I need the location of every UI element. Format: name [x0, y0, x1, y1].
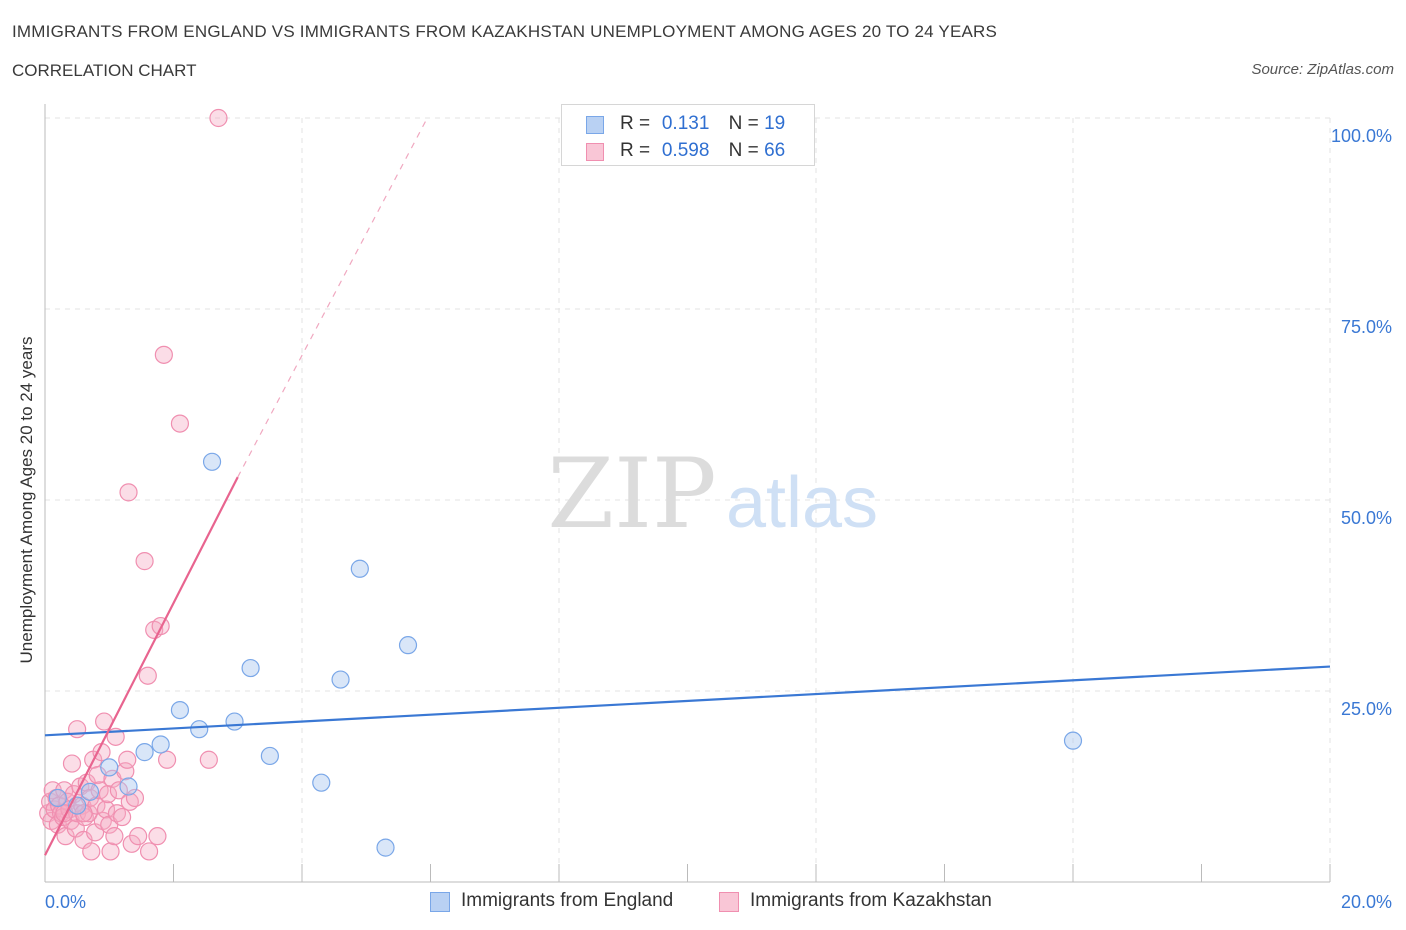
kazakhstan-point — [105, 827, 124, 846]
source-label: Source: ZipAtlas.com — [1251, 61, 1394, 78]
kazakhstan-point — [170, 414, 190, 433]
correlation-stats-box: R = 0.131 N = 19 R = 0.598 N = 66 — [561, 104, 815, 166]
kazakhstan-trend-line-extension — [237, 117, 428, 478]
n-value: 19 — [764, 113, 786, 134]
kazakhstan-point — [96, 800, 116, 819]
trend-lines — [44, 117, 1331, 856]
kazakhstan-point — [154, 345, 173, 364]
kazakhstan-point — [199, 750, 218, 769]
england-point — [225, 712, 244, 731]
kazakhstan-point — [112, 807, 132, 827]
tick-labels: 25.0% 50.0% 75.0% 100.0% 0.0% 20.0% — [45, 126, 1392, 912]
england-point — [376, 838, 395, 857]
england-point — [350, 559, 369, 578]
kazakhstan-point — [119, 483, 138, 502]
y-axis-label-wrap: Unemployment Among Ages 20 to 24 years — [0, 120, 56, 880]
kazakhstan-point — [138, 666, 157, 685]
kazakhstan-point — [125, 788, 145, 808]
kazakhstan-point — [68, 720, 87, 739]
y-tick-label: 75.0% — [1341, 317, 1392, 337]
x-tick-label: 20.0% — [1341, 892, 1392, 912]
watermark-atlas: atlas — [726, 463, 878, 543]
legend-label: Immigrants from Kazakhstan — [750, 890, 992, 911]
england-point — [48, 788, 67, 808]
kazakhstan-point — [118, 750, 137, 769]
england-point — [170, 700, 190, 720]
kazakhstan-point — [109, 781, 128, 800]
y-axis-label: Unemployment Among Ages 20 to 24 years — [17, 336, 36, 664]
england-point — [1063, 731, 1083, 750]
n-label: N = — [728, 113, 759, 134]
kazakhstan-point — [73, 796, 92, 815]
kazakhstan-point — [122, 834, 141, 853]
kazakhstan-point — [148, 827, 167, 846]
y-tick-label: 50.0% — [1341, 508, 1392, 528]
data-points — [39, 108, 1083, 861]
axes — [44, 104, 1331, 883]
kazakhstan-point — [139, 842, 159, 861]
kazakhstan-point — [74, 804, 93, 823]
england-trend-line — [44, 665, 1331, 737]
n-value: 66 — [764, 140, 786, 161]
england-point — [331, 670, 350, 689]
chart-subtitle: CORRELATION CHART — [12, 61, 197, 80]
r-label: R = — [620, 140, 651, 161]
kazakhstan-point — [209, 108, 228, 128]
kazakhstan-point — [157, 750, 177, 769]
kazakhstan-point — [135, 552, 154, 571]
england-point — [190, 720, 209, 739]
stats-text: R = 0.131 N = 19 — [620, 113, 785, 135]
r-value: 0.598 — [661, 140, 710, 161]
r-value: 0.131 — [661, 113, 710, 134]
england-point — [119, 777, 138, 796]
watermark-zip: ZIP — [547, 438, 716, 550]
england-legend-swatch — [430, 892, 450, 912]
kazakhstan-point — [129, 827, 148, 846]
y-tick-label: 100.0% — [1331, 126, 1392, 146]
kazakhstan-point — [101, 842, 120, 861]
legend-label: Immigrants from England — [461, 890, 674, 911]
england-point — [135, 743, 154, 762]
england-point — [202, 452, 222, 471]
england-point — [260, 746, 279, 766]
england-point — [398, 636, 418, 655]
y-tick-label: 25.0% — [1341, 699, 1392, 719]
england-point — [100, 758, 119, 777]
england-point — [241, 658, 260, 678]
england-swatch — [586, 116, 604, 134]
stats-text: R = 0.598 N = 66 — [620, 140, 785, 162]
england-point — [151, 735, 170, 754]
england-point — [80, 782, 100, 801]
kazakhstan-point — [62, 754, 82, 773]
kazakhstan-swatch — [586, 143, 604, 161]
n-label: N = — [728, 140, 759, 161]
r-label: R = — [620, 113, 651, 134]
kazakhstan-legend-swatch — [719, 892, 739, 912]
kazakhstan-point — [82, 842, 101, 861]
chart-title: IMMIGRANTS FROM ENGLAND VS IMMIGRANTS FR… — [12, 22, 998, 41]
x-tick-label: 0.0% — [45, 892, 86, 912]
england-point — [312, 773, 331, 792]
kazakhstan-trend-line — [44, 476, 239, 856]
watermark: ZIP atlas — [547, 438, 878, 550]
